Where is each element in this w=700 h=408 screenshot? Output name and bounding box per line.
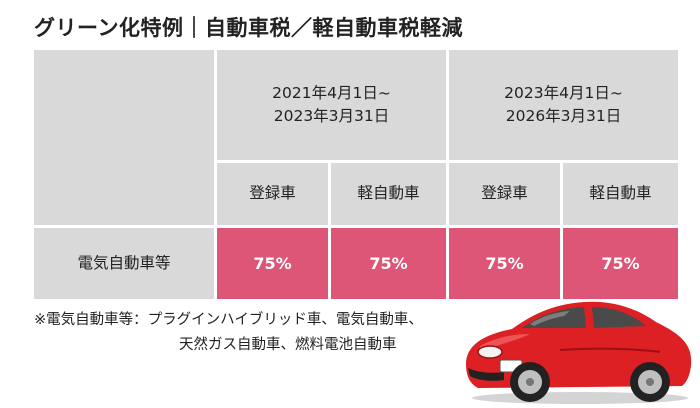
period-2-end: 2026年3月31日 (505, 107, 622, 125)
period-header-2: 2023年4月1日~ 2026年3月31日 (449, 50, 678, 160)
table-corner (34, 50, 214, 225)
value-cell: 75% (449, 228, 560, 299)
footnote-line-1: ※電気自動車等：プラグインハイブリッド車、電気自動車、 (34, 312, 423, 328)
row-label-ev: 電気自動車等 (34, 228, 214, 299)
red-sports-car-icon (466, 301, 692, 404)
sub-header-kei-1: 軽自動車 (331, 163, 446, 225)
footnote-line-2: 天然ガス自動車、燃料電池自動車 (179, 337, 397, 353)
page-title: グリーン化特例｜自動車税／軽自動車税軽減 (34, 16, 463, 40)
sub-header-registered-1: 登録車 (217, 163, 328, 225)
sub-header-registered-2: 登録車 (449, 163, 560, 225)
period-2-start: 2023年4月1日~ (504, 83, 623, 102)
period-1-start: 2021年4月1日~ (272, 83, 391, 102)
period-header-1: 2021年4月1日~ 2023年3月31日 (217, 50, 446, 160)
value-cell: 75% (563, 228, 678, 299)
value-cell: 75% (217, 228, 328, 299)
tax-reduction-table: 2021年4月1日~ 2023年3月31日 2023年4月1日~ 2026年3月… (34, 50, 678, 299)
period-1-end: 2023年3月31日 (273, 107, 390, 125)
value-cell: 75% (331, 228, 446, 299)
sub-header-kei-2: 軽自動車 (563, 163, 678, 225)
